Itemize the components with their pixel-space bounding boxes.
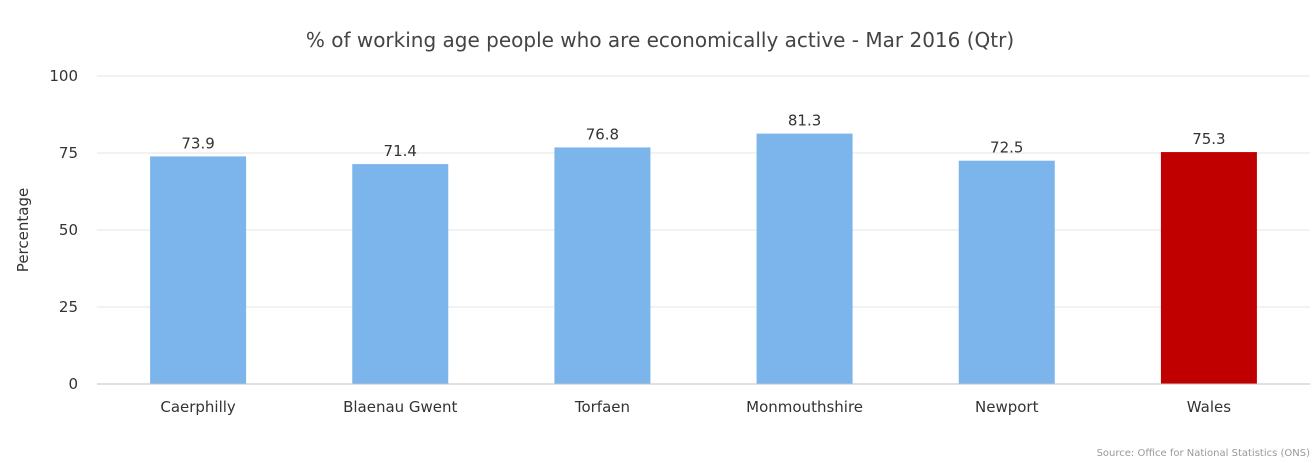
bar-torfaen xyxy=(554,147,651,384)
grid xyxy=(97,75,1310,308)
chart-title: % of working age people who are economic… xyxy=(306,28,1014,52)
bars xyxy=(150,133,1257,384)
y-tick-label: 100 xyxy=(49,67,78,85)
y-tick-label: 0 xyxy=(68,375,78,393)
data-label: 72.5 xyxy=(990,139,1023,157)
data-label: 76.8 xyxy=(586,125,619,143)
bar-blaenau-gwent xyxy=(352,164,449,384)
y-tick-label: 75 xyxy=(59,144,78,162)
x-category-label: Newport xyxy=(975,398,1039,416)
x-axis-categories: Caerphilly Blaenau Gwent Torfaen Monmouthsh… xyxy=(160,398,1231,416)
y-axis-title: Percentage xyxy=(14,188,32,272)
x-category-label: Wales xyxy=(1187,398,1231,416)
x-category-label: Caerphilly xyxy=(160,398,236,416)
data-label: 81.3 xyxy=(788,112,821,130)
data-labels: 73.9 71.4 76.8 81.3 72.5 75.3 xyxy=(181,112,1225,160)
bar-caerphilly xyxy=(150,156,247,384)
y-axis-ticks: 0 25 50 75 100 xyxy=(49,67,78,393)
source-note: Source: Office for National Statistics (… xyxy=(1097,448,1311,459)
data-label: 71.4 xyxy=(384,142,417,160)
x-category-label: Torfaen xyxy=(574,398,630,416)
bar-wales xyxy=(1160,152,1257,384)
data-label: 75.3 xyxy=(1192,130,1225,148)
y-tick-label: 50 xyxy=(59,221,78,239)
bar-newport xyxy=(958,160,1055,384)
x-category-label: Blaenau Gwent xyxy=(343,398,457,416)
y-tick-label: 25 xyxy=(59,298,78,316)
x-category-label: Monmouthshire xyxy=(746,398,863,416)
bar-monmouthshire xyxy=(756,133,853,384)
data-label: 73.9 xyxy=(181,134,214,152)
